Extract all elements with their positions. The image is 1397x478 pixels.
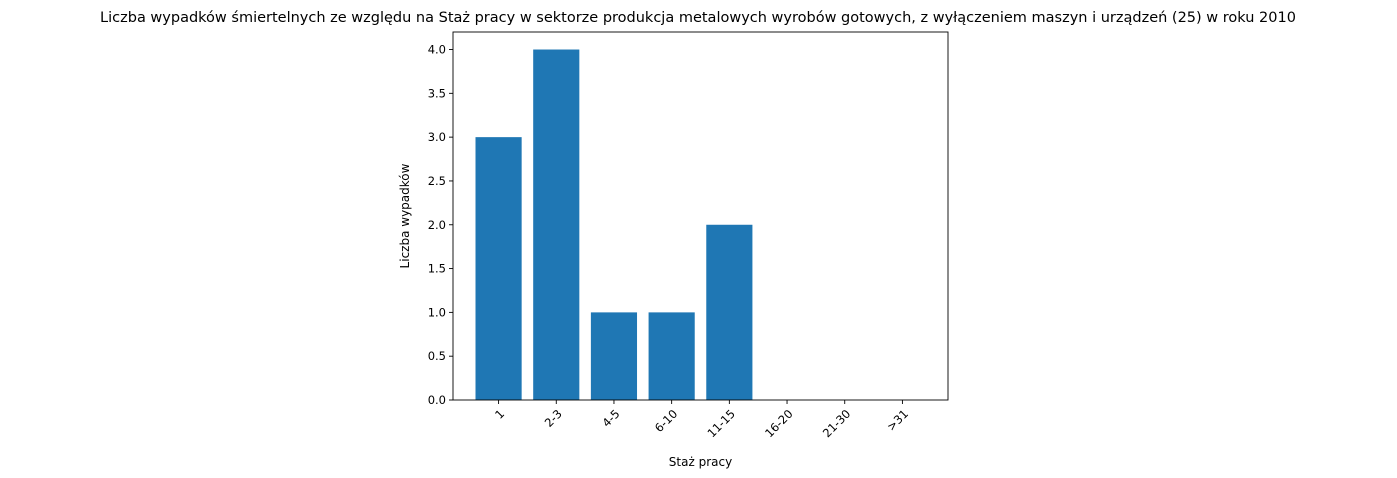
x-tick-label-4: 6-10 — [652, 407, 680, 435]
x-tick-label-7: 21-30 — [820, 407, 854, 441]
bar-5 — [706, 224, 753, 400]
y-tick-label-4: 1.5 — [428, 262, 446, 276]
y-tick-label-1: 0.0 — [428, 393, 446, 407]
bar-3 — [590, 312, 638, 400]
x-axis-label: Staż pracy — [669, 455, 732, 469]
y-tick-label-8: 3.5 — [428, 86, 446, 100]
x-tick-label-8: >31 — [884, 407, 911, 434]
bars-group — [475, 49, 753, 401]
y-tick-label-5: 2.0 — [428, 218, 446, 232]
bar-4 — [648, 312, 695, 400]
x-axis: 1 2-3 4-5 6-10 11-15 16-20 21-30 >31 — [492, 400, 911, 440]
x-tick-label-5: 11-15 — [704, 407, 738, 441]
y-tick-label-7: 3.0 — [428, 130, 446, 144]
x-tick-label-3: 4-5 — [599, 407, 622, 430]
y-tick-label-9: 4.0 — [428, 43, 446, 57]
y-tick-label-2: 0.5 — [428, 349, 446, 363]
y-tick-label-6: 2.5 — [428, 174, 446, 188]
x-tick-label-6: 16-20 — [762, 407, 796, 441]
x-tick-label-2: 2-3 — [542, 407, 565, 430]
bar-2 — [533, 49, 580, 401]
y-tick-label-3: 1.0 — [428, 305, 446, 319]
plot-frame — [452, 31, 949, 401]
y-axis: 0.0 0.5 1.0 1.5 2.0 2.5 3.0 3.5 4.0 — [428, 43, 453, 407]
y-axis-label: Liczba wypadków — [398, 163, 412, 268]
x-tick-label-1: 1 — [492, 407, 507, 422]
bar-1 — [475, 137, 522, 400]
chart-title: Liczba wypadków śmiertelnych ze względu … — [100, 10, 1296, 26]
